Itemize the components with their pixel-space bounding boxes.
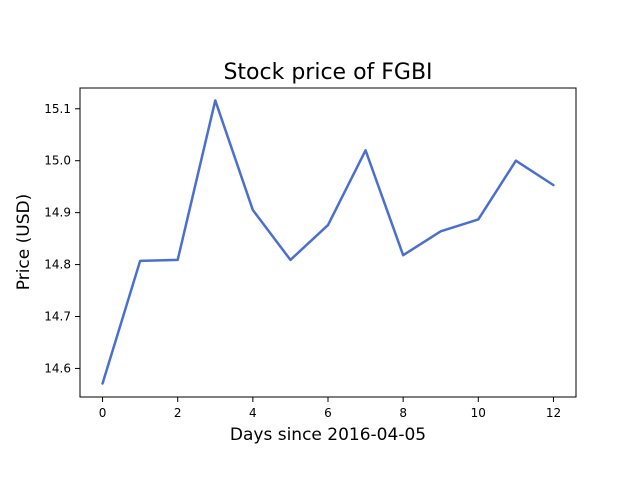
chart-title: Stock price of FGBI [223,60,432,85]
series-layer [101,99,555,385]
x-tick-label: 6 [324,406,332,420]
x-tick-label: 12 [546,406,561,420]
x-tick-label: 0 [99,406,107,420]
y-tick-label: 14.8 [44,258,71,272]
x-axis-label: Days since 2016-04-05 [230,425,426,445]
y-axis-label: Price (USD) [14,194,34,290]
x-axis: 0 2 4 6 8 10 12 [99,397,561,420]
x-tick-label: 4 [249,406,257,420]
y-tick-label: 14.9 [44,206,71,220]
x-tick-label: 2 [174,406,182,420]
y-tick-label: 14.7 [44,310,71,324]
y-tick-label: 15.0 [44,154,71,168]
x-tick-label: 10 [471,406,486,420]
series-line [101,99,555,385]
y-axis: 14.6 14.7 14.8 14.9 15.0 15.1 [44,102,80,375]
y-tick-label: 14.6 [44,361,71,375]
x-tick-label: 8 [399,406,407,420]
y-tick-label: 15.1 [44,102,71,116]
